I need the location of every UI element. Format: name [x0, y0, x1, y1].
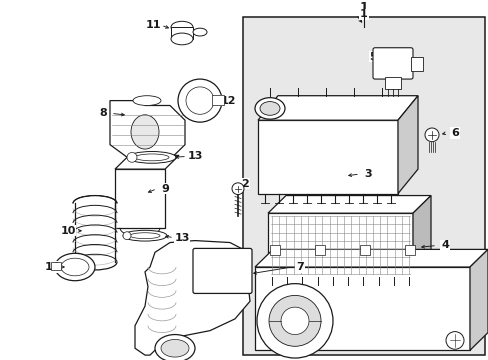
Ellipse shape [131, 115, 159, 149]
Bar [171, 27, 193, 39]
Polygon shape [412, 195, 430, 277]
Polygon shape [110, 100, 184, 159]
FancyBboxPatch shape [372, 48, 412, 79]
Circle shape [445, 332, 463, 349]
Ellipse shape [260, 102, 280, 115]
Ellipse shape [171, 33, 193, 45]
Bar [410, 57, 422, 71]
Ellipse shape [55, 253, 95, 281]
Circle shape [127, 153, 137, 162]
Circle shape [123, 232, 131, 240]
Ellipse shape [128, 152, 176, 163]
Bar [254, 267, 469, 350]
Polygon shape [115, 156, 179, 169]
Text: 13: 13 [174, 233, 189, 243]
Text: 4: 4 [440, 240, 448, 251]
Circle shape [231, 183, 244, 194]
Text: 10: 10 [60, 226, 76, 236]
Text: 11: 11 [145, 20, 161, 30]
Text: 8: 8 [99, 108, 107, 118]
Ellipse shape [135, 154, 169, 161]
Ellipse shape [61, 258, 89, 276]
Ellipse shape [155, 334, 195, 360]
Ellipse shape [254, 98, 285, 119]
Bar [51, 262, 61, 270]
Ellipse shape [171, 21, 193, 33]
Bar [243, 17, 484, 355]
Text: 6: 6 [450, 128, 458, 138]
Bar [212, 95, 224, 104]
Bar [267, 213, 412, 277]
Circle shape [424, 128, 438, 142]
Circle shape [281, 307, 308, 334]
Text: 13: 13 [187, 152, 202, 161]
Ellipse shape [161, 339, 189, 357]
Bar [404, 246, 414, 255]
Text: 5: 5 [368, 51, 376, 62]
Circle shape [257, 284, 332, 358]
Ellipse shape [123, 230, 167, 241]
Bar [258, 120, 397, 194]
Text: 12: 12 [220, 96, 235, 105]
Text: 1: 1 [359, 1, 367, 14]
Text: 1: 1 [359, 9, 367, 19]
Polygon shape [258, 96, 417, 120]
Polygon shape [254, 249, 487, 267]
Polygon shape [469, 249, 487, 350]
Bar [314, 246, 325, 255]
Text: 14: 14 [44, 262, 60, 272]
Polygon shape [267, 195, 430, 213]
Bar [384, 77, 400, 89]
Bar [359, 246, 369, 255]
Text: 9: 9 [161, 184, 168, 194]
Bar [269, 246, 280, 255]
FancyBboxPatch shape [193, 248, 251, 293]
Text: 2: 2 [241, 179, 248, 189]
Text: 3: 3 [364, 169, 371, 179]
Text: 7: 7 [296, 262, 303, 272]
Circle shape [185, 87, 214, 114]
Polygon shape [135, 240, 249, 355]
Circle shape [178, 79, 222, 122]
Ellipse shape [130, 233, 160, 239]
Ellipse shape [193, 28, 206, 36]
Ellipse shape [133, 96, 161, 105]
Polygon shape [397, 96, 417, 194]
Circle shape [268, 296, 320, 346]
Bar [115, 169, 164, 228]
